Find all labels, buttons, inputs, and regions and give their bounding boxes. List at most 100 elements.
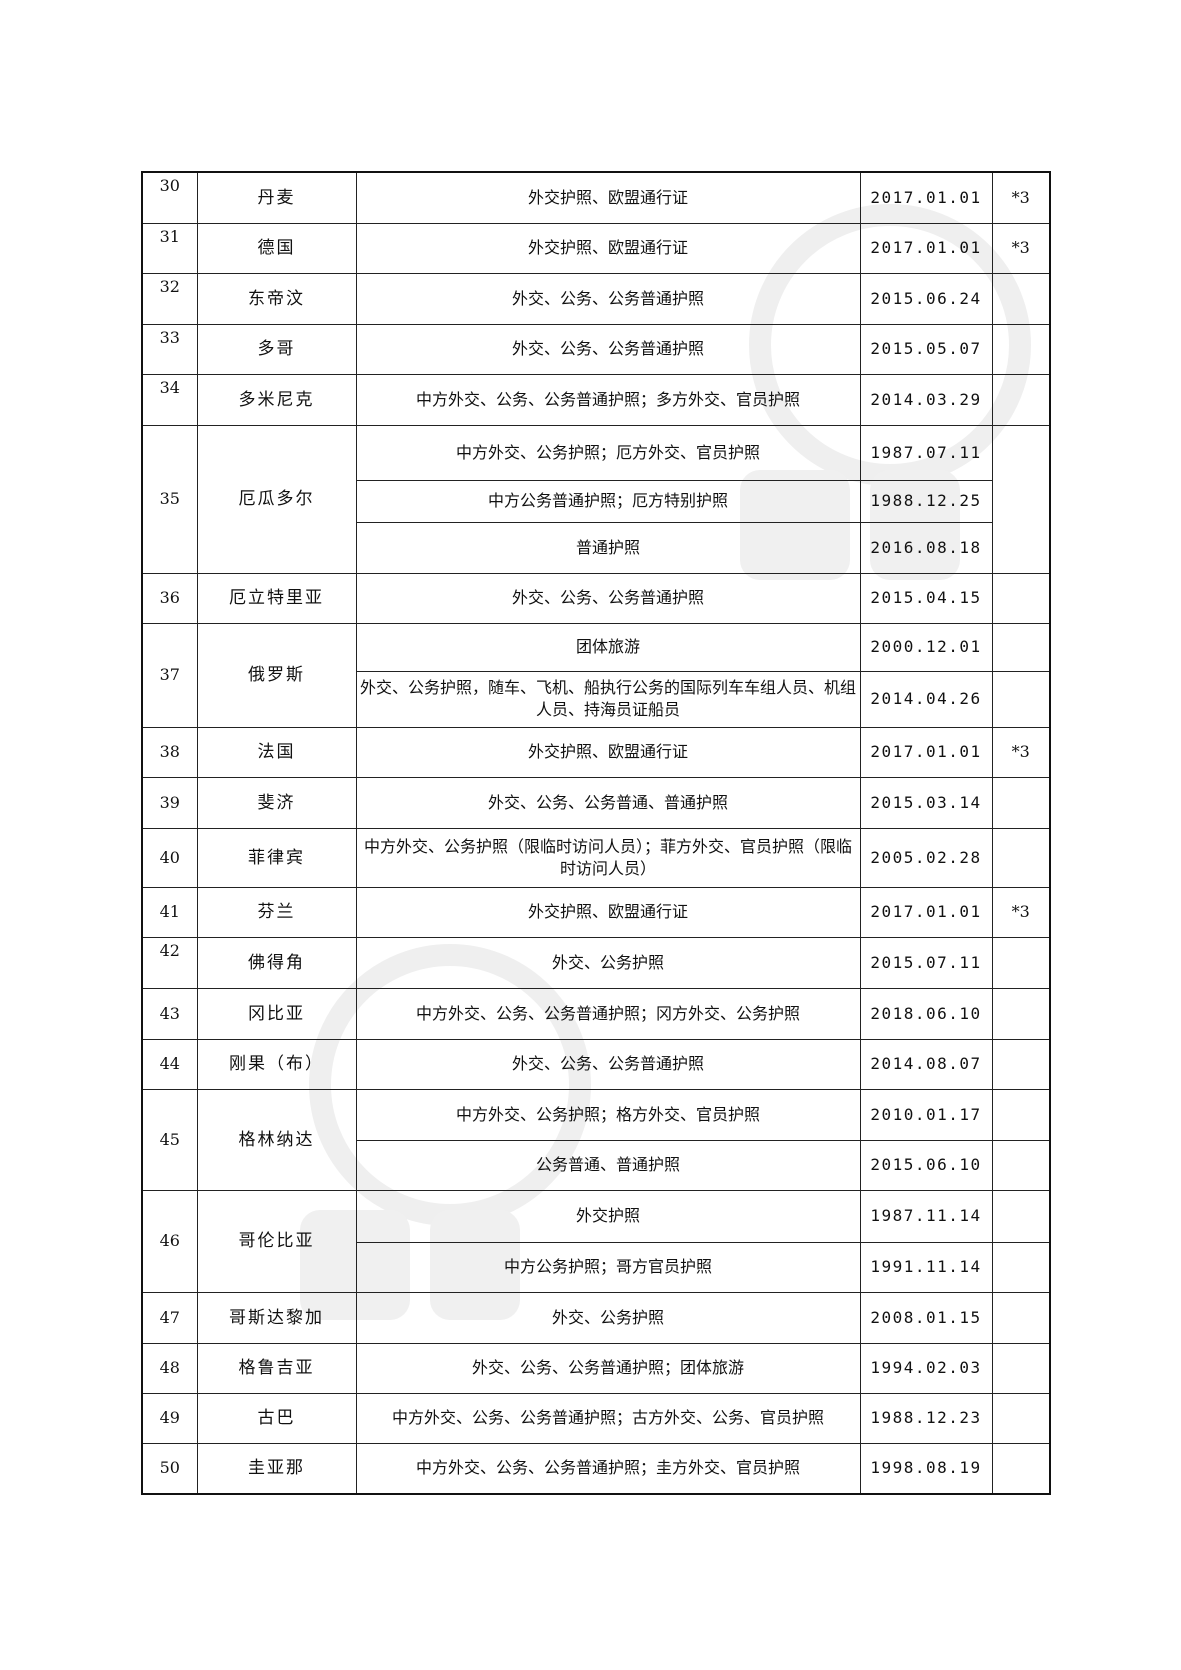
country-name: 法国 xyxy=(196,726,357,778)
country-name: 佛得角 xyxy=(196,936,357,989)
passport-types: 外交、公务护照，随车、飞机、船执行公务的国际列车车组人员、机组人员、持海员证船员 xyxy=(355,670,861,728)
effective-date: 2014.04.26 xyxy=(859,670,993,728)
note xyxy=(991,1442,1051,1495)
row-number: 30 xyxy=(141,171,198,224)
row-number: 45 xyxy=(141,1088,198,1191)
country-name: 丹麦 xyxy=(196,171,357,224)
country-name: 多米尼克 xyxy=(196,373,357,426)
table-row: 48 格鲁吉亚 外交、公务、公务普通护照；团体旅游 1994.02.03 xyxy=(141,1342,1051,1394)
effective-date: 2010.01.17 xyxy=(859,1088,993,1141)
passport-types: 外交、公务、公务普通、普通护照 xyxy=(355,776,861,829)
effective-date: 2014.08.07 xyxy=(859,1038,993,1090)
effective-date: 2015.04.15 xyxy=(859,572,993,624)
table-row: 32 东帝汶 外交、公务、公务普通护照 2015.06.24 xyxy=(141,272,1051,325)
effective-date: 2015.07.11 xyxy=(859,936,993,989)
row-number: 44 xyxy=(141,1038,198,1090)
row-number: 50 xyxy=(141,1442,198,1495)
passport-types: 外交、公务、公务普通护照 xyxy=(355,572,861,624)
passport-types: 中方外交、公务、公务普通护照；圭方外交、官员护照 xyxy=(355,1442,861,1495)
country-name: 格鲁吉亚 xyxy=(196,1342,357,1394)
note xyxy=(991,1241,1051,1293)
row-number: 42 xyxy=(141,936,198,989)
effective-date: 2017.01.01 xyxy=(859,222,993,274)
table-row: 33 多哥 外交、公务、公务普通护照 2015.05.07 xyxy=(141,323,1051,375)
effective-date: 2015.05.07 xyxy=(859,323,993,375)
country-name: 哥斯达黎加 xyxy=(196,1291,357,1344)
table-row: 46 哥伦比亚 外交护照 1987.11.14 xyxy=(141,1189,1051,1293)
row-number: 31 xyxy=(141,222,198,274)
note xyxy=(991,1038,1051,1090)
passport-types: 外交、公务、公务普通护照 xyxy=(355,323,861,375)
row-number: 38 xyxy=(141,726,198,778)
row-number: 35 xyxy=(141,424,198,574)
row-number: 49 xyxy=(141,1392,198,1444)
note xyxy=(991,670,1051,728)
table-row: 47 哥斯达黎加 外交、公务护照 2008.01.15 xyxy=(141,1291,1051,1344)
note xyxy=(991,1392,1051,1444)
row-number: 48 xyxy=(141,1342,198,1394)
row-number: 46 xyxy=(141,1189,198,1293)
country-name: 厄立特里亚 xyxy=(196,572,357,624)
table-row: 49 古巴 中方外交、公务、公务普通护照；古方外交、公务、官员护照 1988.12.2… xyxy=(141,1392,1051,1444)
effective-date: 1987.11.14 xyxy=(859,1189,993,1243)
country-name: 古巴 xyxy=(196,1392,357,1444)
note xyxy=(991,373,1051,426)
country-name: 芬兰 xyxy=(196,886,357,938)
effective-date: 1988.12.23 xyxy=(859,1392,993,1444)
passport-types: 外交护照、欧盟通行证 xyxy=(355,886,861,938)
note xyxy=(991,622,1051,672)
effective-date: 1998.08.19 xyxy=(859,1442,993,1495)
passport-types: 外交护照 xyxy=(355,1189,861,1243)
visa-exemption-table: 30 丹麦 外交护照、欧盟通行证 2017.01.01 *3 31 德国 外交护照、欧盟通行证… xyxy=(141,171,1051,1495)
country-name: 格林纳达 xyxy=(196,1088,357,1191)
table-row: 37 俄罗斯 团体旅游 2000.12.01 xyxy=(141,622,1051,728)
passport-types: 普通护照 xyxy=(355,521,861,574)
table-row: 30 丹麦 外交护照、欧盟通行证 2017.01.01 *3 xyxy=(141,171,1051,224)
row-number: 43 xyxy=(141,987,198,1040)
passport-types: 中方公务护照；哥方官员护照 xyxy=(355,1241,861,1293)
table-row: 42 佛得角 外交、公务护照 2015.07.11 xyxy=(141,936,1051,989)
effective-date: 2015.03.14 xyxy=(859,776,993,829)
note xyxy=(991,827,1051,888)
row-number: 47 xyxy=(141,1291,198,1344)
note xyxy=(991,272,1051,325)
note xyxy=(991,1291,1051,1344)
table-row: 39 斐济 外交、公务、公务普通、普通护照 2015.03.14 xyxy=(141,776,1051,829)
note xyxy=(991,987,1051,1040)
table-row: 50 圭亚那 中方外交、公务、公务普通护照；圭方外交、官员护照 1998.08.19 xyxy=(141,1442,1051,1495)
table-row: 45 格林纳达 中方外交、公务护照；格方外交、官员护照 2010.01.17 xyxy=(141,1088,1051,1191)
country-name: 东帝汶 xyxy=(196,272,357,325)
passport-types: 公务普通、普通护照 xyxy=(355,1139,861,1191)
country-name: 菲律宾 xyxy=(196,827,357,888)
effective-date: 2015.06.10 xyxy=(859,1139,993,1191)
note xyxy=(991,572,1051,624)
effective-date: 2005.02.28 xyxy=(859,827,993,888)
note xyxy=(991,424,1051,574)
note: *3 xyxy=(991,222,1051,274)
table-row: 43 冈比亚 中方外交、公务、公务普通护照；冈方外交、公务护照 2018.06.10 xyxy=(141,987,1051,1040)
table-row: 35 厄瓜多尔 中方外交、公务护照；厄方外交、官员护照 1987.07.11 xyxy=(141,424,1051,574)
passport-types: 外交护照、欧盟通行证 xyxy=(355,171,861,224)
row-number: 39 xyxy=(141,776,198,829)
note xyxy=(991,936,1051,989)
table-row: 34 多米尼克 中方外交、公务、公务普通护照；多方外交、官员护照 2014.03.29 xyxy=(141,373,1051,426)
passport-types: 外交、公务、公务普通护照 xyxy=(355,1038,861,1090)
country-name: 多哥 xyxy=(196,323,357,375)
country-name: 俄罗斯 xyxy=(196,622,357,728)
country-name: 哥伦比亚 xyxy=(196,1189,357,1293)
passport-types: 外交护照、欧盟通行证 xyxy=(355,726,861,778)
passport-types: 中方外交、公务护照；格方外交、官员护照 xyxy=(355,1088,861,1141)
effective-date: 2017.01.01 xyxy=(859,726,993,778)
table-row: 外交、公务护照，随车、飞机、船执行公务的国际列车车组人员、机组人员、持海员证船员… xyxy=(142,670,1051,728)
country-name: 厄瓜多尔 xyxy=(196,424,357,574)
effective-date: 2015.06.24 xyxy=(859,272,993,325)
row-number: 41 xyxy=(141,886,198,938)
row-number: 37 xyxy=(141,622,198,728)
note xyxy=(991,776,1051,829)
note xyxy=(991,1189,1051,1243)
country-name: 冈比亚 xyxy=(196,987,357,1040)
passport-types: 外交、公务护照 xyxy=(355,936,861,989)
row-number: 33 xyxy=(141,323,198,375)
effective-date: 1987.07.11 xyxy=(859,424,993,481)
table-row: 31 德国 外交护照、欧盟通行证 2017.01.01 *3 xyxy=(141,222,1051,274)
